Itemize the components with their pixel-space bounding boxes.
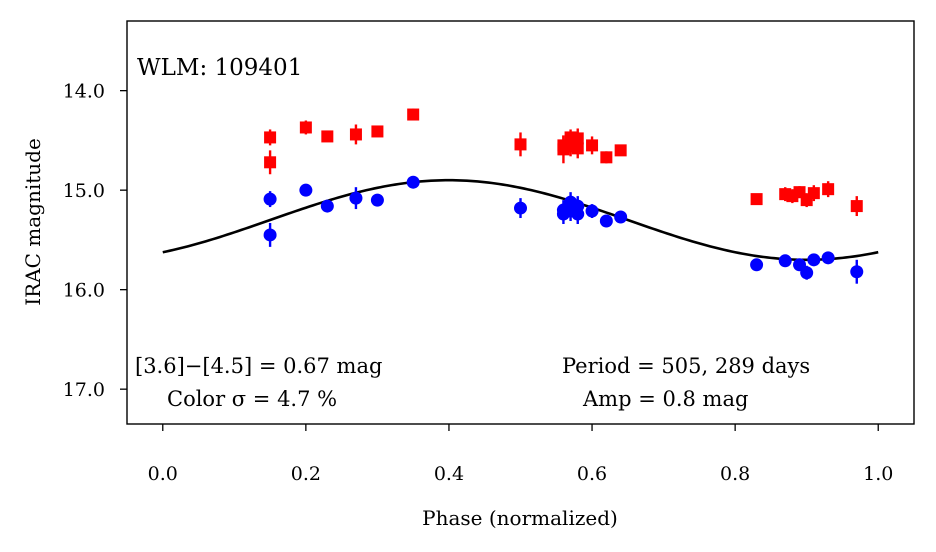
color-sigma-annotation: Color σ = 4.7 % — [167, 387, 337, 411]
data-point-circle — [778, 254, 792, 268]
ticks-layer: 0.0 0.2 0.4 0.6 0.8 1.0 14.0 15.0 16.0 17.0 — [63, 81, 894, 485]
chart-title: WLM: 109401 — [137, 55, 302, 81]
data-point-circle — [614, 210, 628, 224]
amplitude-annotation: Amp = 0.8 mag — [582, 387, 748, 411]
data-point-square — [321, 130, 334, 143]
y-tick-label: 17.0 — [63, 379, 105, 401]
data-point-circle — [263, 228, 277, 242]
data-point-square — [586, 139, 599, 152]
model-curve — [162, 178, 879, 262]
data-point-circle — [263, 192, 277, 206]
color-annotation: [3.6]−[4.5] = 0.67 mag — [135, 354, 382, 378]
data-point-square — [750, 193, 763, 206]
data-point-circle — [585, 204, 599, 218]
x-axis-label: Phase (normalized) — [422, 506, 618, 530]
data-point-square — [371, 125, 384, 138]
data-point-circle — [514, 201, 527, 215]
y-tick-label: 14.0 — [63, 81, 105, 103]
data-point-square — [807, 187, 820, 200]
model-layer — [162, 178, 879, 262]
data-point-circle — [406, 175, 420, 189]
points-layer — [263, 108, 864, 284]
y-tick-label: 16.0 — [63, 280, 105, 302]
data-point-square — [264, 131, 277, 144]
y-axis-label: IRAC magnitude — [21, 138, 45, 306]
series-blue-circles — [263, 175, 864, 284]
data-point-circle — [370, 193, 384, 207]
series-red-squares — [264, 108, 863, 217]
data-point-circle — [750, 258, 764, 272]
x-tick-label: 0.2 — [291, 463, 321, 485]
data-point-circle — [800, 266, 814, 280]
data-point-circle — [599, 214, 613, 228]
data-point-square — [600, 151, 613, 164]
y-tick-label: 15.0 — [63, 180, 105, 202]
x-tick-label: 0.4 — [434, 463, 464, 485]
data-point-square — [407, 108, 420, 121]
data-point-circle — [571, 207, 585, 221]
data-point-square — [822, 183, 835, 196]
data-point-square — [850, 200, 863, 213]
data-point-square — [349, 128, 362, 141]
x-tick-label: 0.6 — [577, 463, 607, 485]
data-point-circle — [821, 251, 835, 265]
period-annotation: Period = 505, 289 days — [562, 354, 810, 378]
plot-frame — [126, 20, 915, 425]
data-point-circle — [807, 253, 821, 267]
data-point-square — [571, 142, 584, 155]
data-point-square — [614, 144, 627, 157]
data-point-circle — [349, 191, 363, 205]
data-point-circle — [320, 199, 334, 213]
data-point-circle — [850, 265, 864, 279]
data-point-square — [264, 156, 277, 169]
data-point-square — [299, 121, 312, 134]
data-point-square — [514, 138, 527, 151]
x-tick-label: 0.8 — [720, 463, 750, 485]
x-tick-label: 1.0 — [863, 463, 893, 485]
data-point-circle — [299, 183, 313, 197]
x-tick-label: 0.0 — [148, 463, 178, 485]
